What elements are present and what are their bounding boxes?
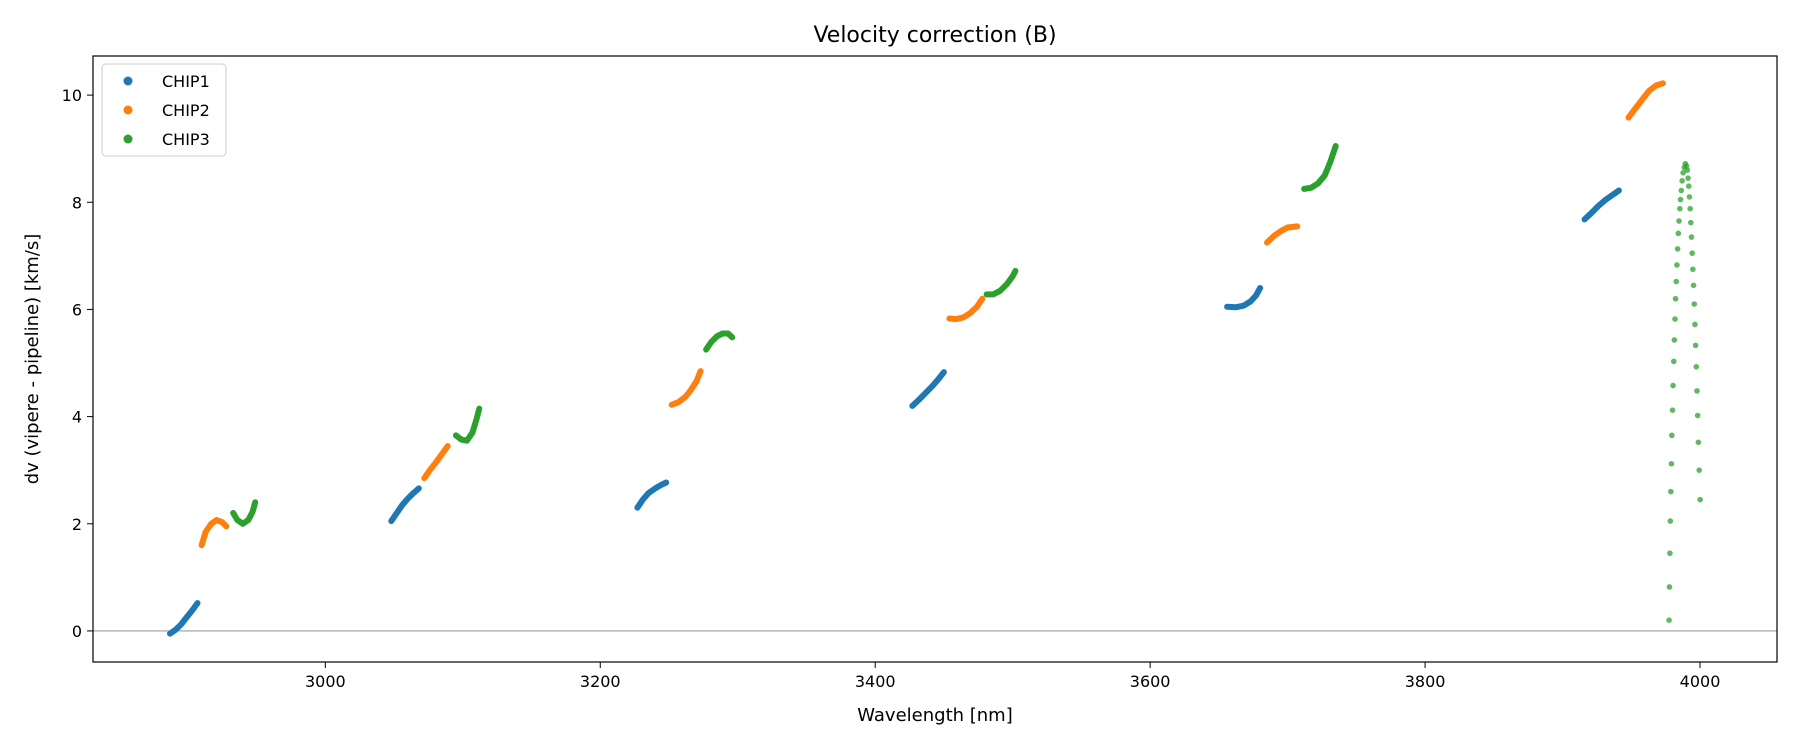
y-tick-label: 4 [72,408,82,427]
data-segment [909,369,947,409]
data-segment [230,499,259,527]
data-marks [167,80,1703,637]
data-segment [1264,223,1301,246]
data-point [1683,163,1690,169]
data-segment [1581,187,1622,223]
chart-title: Velocity correction (B) [813,23,1056,48]
data-segment [946,295,986,323]
data-point [1669,432,1675,439]
data-point [1680,170,1686,176]
legend-marker-chip1 [123,76,133,86]
x-tick-label: 3000 [305,672,346,691]
data-point [1666,617,1672,624]
data-point [1670,358,1677,365]
x-tick-label: 3200 [580,672,621,691]
legend-label-chip3: CHIP3 [162,130,210,149]
data-segment [421,443,451,482]
y-tick-label: 6 [72,300,82,319]
data-point [1690,266,1696,273]
data-segment [452,405,483,444]
y-tick-label: 8 [72,193,82,212]
x-tick-label: 3600 [1130,672,1171,691]
plot-frame [92,55,1778,663]
data-segment [668,368,704,408]
data-point [1685,183,1692,190]
data-point [1690,282,1697,289]
data-point [1667,550,1673,557]
x-axis-label: Wavelength [nm] [857,705,1013,726]
data-point [1669,407,1676,413]
data-point [1674,262,1680,268]
series-chip2 [198,80,1666,549]
data-point [1695,439,1702,446]
data-point [1671,337,1678,343]
series-chip3 [230,143,1703,624]
y-axis-label: dv (vipere - pipeline) [km/s] [22,234,43,485]
data-point [1684,167,1691,173]
y-tick-label: 2 [72,515,82,534]
data-point [1667,518,1674,524]
data-point [1672,295,1679,302]
data-point [1676,218,1682,224]
data-segment [1625,80,1666,121]
data-segment [388,485,422,525]
data-point [1677,205,1683,212]
data-point [1692,321,1698,328]
axis-ticks: 3000 3200 3400 3600 3800 4000 0 2 4 6 8 10 [62,86,1721,691]
legend: CHIP1 CHIP2 CHIP3 [101,63,227,157]
data-point [1694,388,1700,394]
data-segment [634,479,670,511]
data-segment [1224,285,1264,311]
data-point [1672,316,1678,322]
data-point [1689,250,1695,256]
data-point [1677,196,1684,203]
data-point [1696,467,1702,473]
data-point [1692,342,1699,349]
data-segment [983,267,1019,298]
data-segment [167,600,201,637]
legend-label-chip1: CHIP1 [162,72,210,91]
data-point [1691,301,1698,307]
data-point [1686,194,1693,200]
data-point [1693,363,1700,370]
legend-marker-chip3 [123,134,133,144]
x-tick-label: 3800 [1405,672,1446,691]
data-point [1678,187,1685,194]
data-point [1670,382,1676,389]
series-chip1 [167,187,1622,637]
data-point [1687,205,1693,212]
data-segment [198,517,230,549]
data-point [1679,178,1685,184]
data-point [1694,412,1701,419]
legend-label-chip2: CHIP2 [162,101,210,120]
data-point [1668,488,1674,495]
data-point [1675,230,1682,237]
data-point [1688,234,1695,240]
data-segment [703,330,736,353]
x-tick-label: 4000 [1680,672,1721,691]
data-point [1688,219,1694,226]
legend-box [101,63,227,157]
data-segment [1301,143,1339,192]
data-point [1674,246,1681,252]
data-point [1685,175,1691,181]
data-point [1673,278,1680,285]
legend-marker-chip2 [123,105,133,115]
x-tick-label: 3400 [855,672,896,691]
data-point [1666,584,1673,590]
data-point [1668,460,1675,467]
y-tick-label: 0 [72,622,82,641]
data-point [1697,496,1703,503]
y-tick-label: 10 [62,86,82,105]
